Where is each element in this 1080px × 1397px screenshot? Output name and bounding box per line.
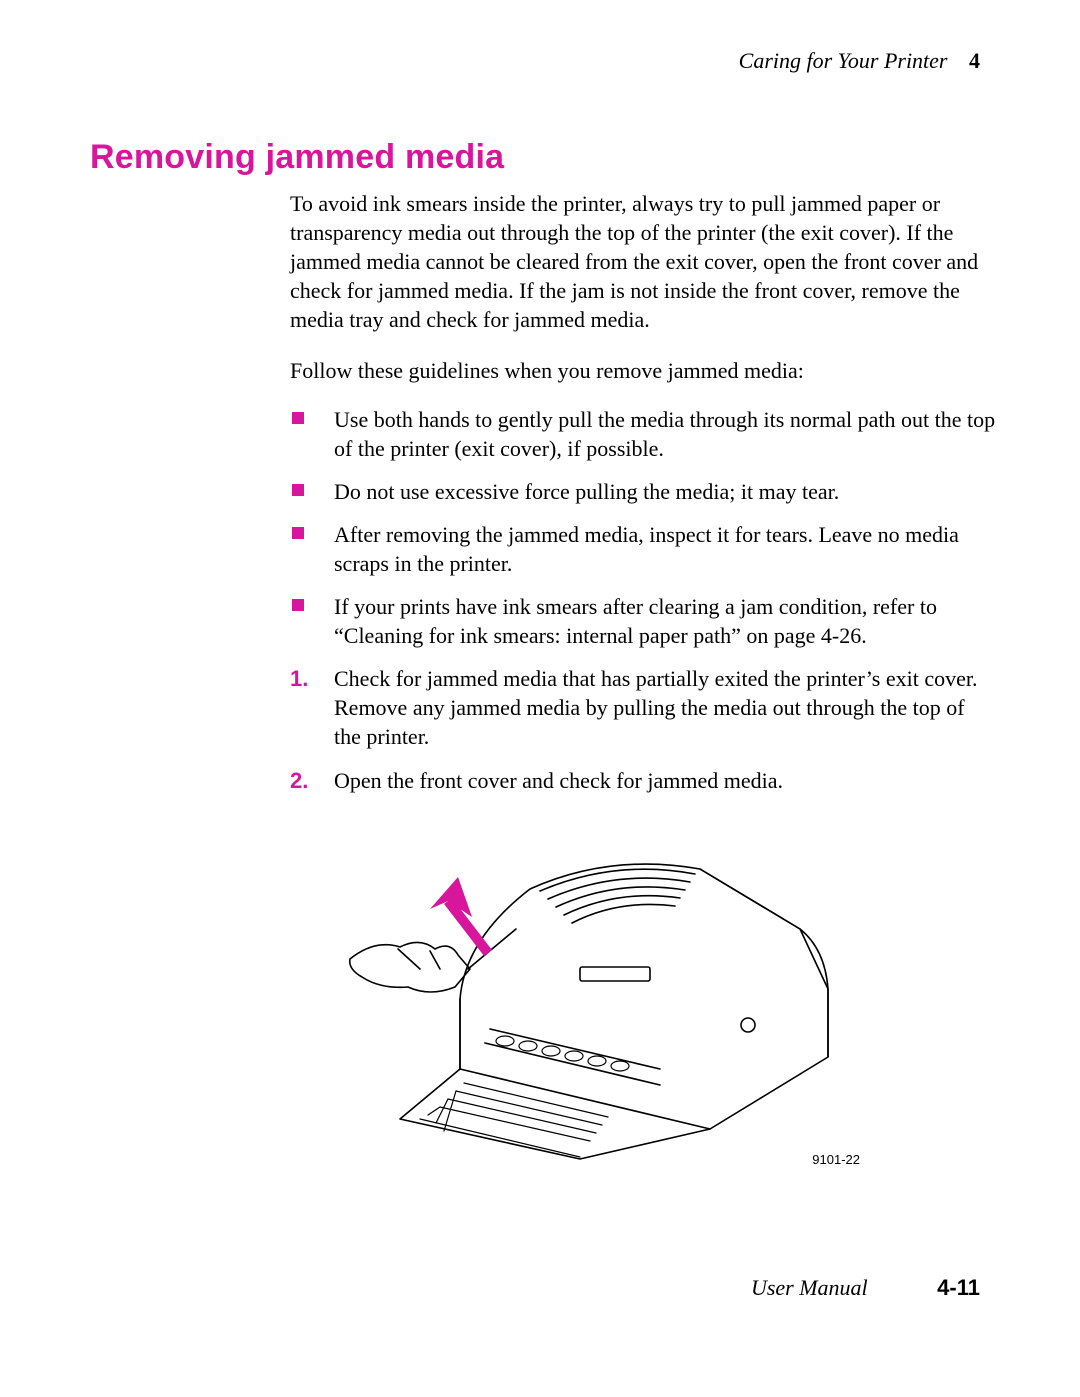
figure-id: 9101-22 xyxy=(812,1152,860,1167)
square-bullet-icon xyxy=(292,412,304,424)
pull-arrow-icon xyxy=(430,877,488,953)
list-item-text: If your prints have ink smears after cle… xyxy=(334,594,937,648)
section-heading: Removing jammed media xyxy=(90,138,990,177)
square-bullet-icon xyxy=(292,527,304,539)
running-title: Caring for Your Printer xyxy=(739,48,948,73)
list-item-text: Use both hands to gently pull the media … xyxy=(334,407,995,461)
step-number: 2. xyxy=(290,766,308,795)
manual-label: User Manual xyxy=(751,1275,868,1300)
intro-paragraph: To avoid ink smears inside the printer, … xyxy=(290,189,996,334)
list-item: Do not use excessive force pulling the m… xyxy=(290,477,996,506)
list-item-text: Check for jammed media that has partiall… xyxy=(334,666,978,749)
list-item: After removing the jammed media, inspect… xyxy=(290,520,996,578)
step-list: 1. Check for jammed media that has parti… xyxy=(290,664,996,794)
list-item-text: Do not use excessive force pulling the m… xyxy=(334,479,839,504)
printer-illustration xyxy=(280,819,920,1167)
running-header: Caring for Your Printer 4 xyxy=(739,48,980,74)
lead-paragraph: Follow these guidelines when you remove … xyxy=(290,356,996,385)
chapter-number: 4 xyxy=(969,48,980,73)
list-item: 1. Check for jammed media that has parti… xyxy=(290,664,996,751)
manual-page: Caring for Your Printer 4 Removing jamme… xyxy=(0,0,1080,1397)
body-text: To avoid ink smears inside the printer, … xyxy=(290,189,996,795)
step-number: 1. xyxy=(290,664,308,693)
page-footer: User Manual 4-11 xyxy=(751,1275,980,1301)
list-item: Use both hands to gently pull the media … xyxy=(290,405,996,463)
square-bullet-icon xyxy=(292,484,304,496)
printer-figure: 9101-22 xyxy=(280,819,920,1159)
page-number: 4-11 xyxy=(937,1275,980,1300)
list-item: If your prints have ink smears after cle… xyxy=(290,592,996,650)
list-item-text: Open the front cover and check for jamme… xyxy=(334,768,783,793)
guideline-list: Use both hands to gently pull the media … xyxy=(290,405,996,650)
square-bullet-icon xyxy=(292,599,304,611)
list-item-text: After removing the jammed media, inspect… xyxy=(334,522,959,576)
list-item: 2. Open the front cover and check for ja… xyxy=(290,766,996,795)
